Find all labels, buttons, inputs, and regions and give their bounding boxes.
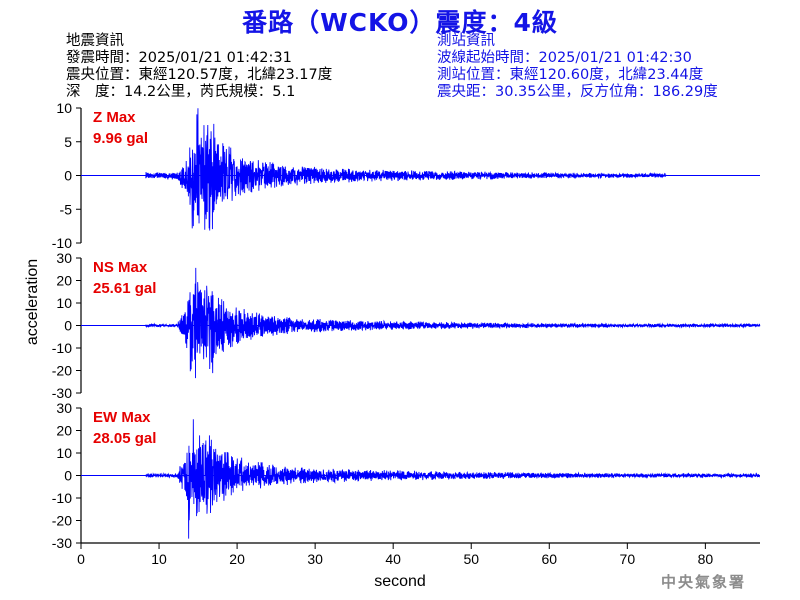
waveform-ew <box>145 419 761 539</box>
y-axis-label: acceleration <box>24 259 41 345</box>
distance-azimuth: 震央距：30.35公里，反方位角：186.29度 <box>437 84 718 100</box>
y-tick-label: -10 <box>52 235 72 251</box>
chart-title: 番路（WCKO）震度：4級 <box>242 8 558 37</box>
x-tick-label: 20 <box>229 551 245 567</box>
y-tick-label: 0 <box>64 318 72 334</box>
max-value-z: 9.96 gal <box>93 130 148 147</box>
max-value-ns: 25.61 gal <box>93 280 156 297</box>
y-tick-label: 10 <box>56 295 72 311</box>
station-location: 測站位置：東經120.60度，北緯23.44度 <box>437 67 704 83</box>
x-tick-label: 60 <box>541 551 557 567</box>
y-tick-label: 5 <box>64 134 72 150</box>
y-tick-label: -20 <box>52 513 72 529</box>
agency-credit: 中央氣象署 <box>660 573 746 591</box>
y-tick-label: -5 <box>60 201 73 217</box>
y-tick-label: 0 <box>64 468 72 484</box>
y-tick-label: -30 <box>52 385 72 401</box>
max-value-ew: 28.05 gal <box>93 430 156 447</box>
y-tick-label: -10 <box>52 490 72 506</box>
x-tick-label: 30 <box>307 551 323 567</box>
x-axis-label: second <box>374 573 426 590</box>
station-info-heading: 測站資訊 <box>437 33 495 49</box>
waveform-z <box>145 108 667 231</box>
x-tick-label: 50 <box>463 551 479 567</box>
x-tick-label: 80 <box>698 551 714 567</box>
x-tick-label: 70 <box>620 551 636 567</box>
max-label-ns: NS Max <box>93 259 148 276</box>
y-tick-label: 10 <box>56 100 72 116</box>
y-tick-label: 0 <box>64 168 72 184</box>
y-tick-label: 30 <box>56 400 72 416</box>
y-tick-label: 20 <box>56 273 72 289</box>
x-tick-label: 0 <box>77 551 85 567</box>
quake-info-heading: 地震資訊 <box>66 33 124 49</box>
y-tick-label: -30 <box>52 535 72 551</box>
max-label-ew: EW Max <box>93 409 151 426</box>
waveform-ns <box>145 267 761 379</box>
x-tick-label: 10 <box>151 551 167 567</box>
max-label-z: Z Max <box>93 109 136 126</box>
station-info-block: 測站資訊 波線起始時間：2025/01/21 01:42:30 測站位置：東經1… <box>437 33 718 101</box>
y-tick-label: 10 <box>56 445 72 461</box>
quake-info-block: 地震資訊 發震時間：2025/01/21 01:42:31 震央位置：東經120… <box>66 33 332 101</box>
origin-time: 發震時間：2025/01/21 01:42:31 <box>66 50 292 66</box>
depth-magnitude: 深 度：14.2公里，芮氏規模：5.1 <box>66 84 296 100</box>
epicenter-location: 震央位置：東經120.57度，北緯23.17度 <box>66 67 333 83</box>
wave-start-time: 波線起始時間：2025/01/21 01:42:30 <box>437 50 692 66</box>
x-tick-label: 40 <box>385 551 401 567</box>
y-tick-label: 30 <box>56 250 72 266</box>
y-tick-label: -20 <box>52 363 72 379</box>
y-tick-label: 20 <box>56 423 72 439</box>
y-tick-label: -10 <box>52 340 72 356</box>
